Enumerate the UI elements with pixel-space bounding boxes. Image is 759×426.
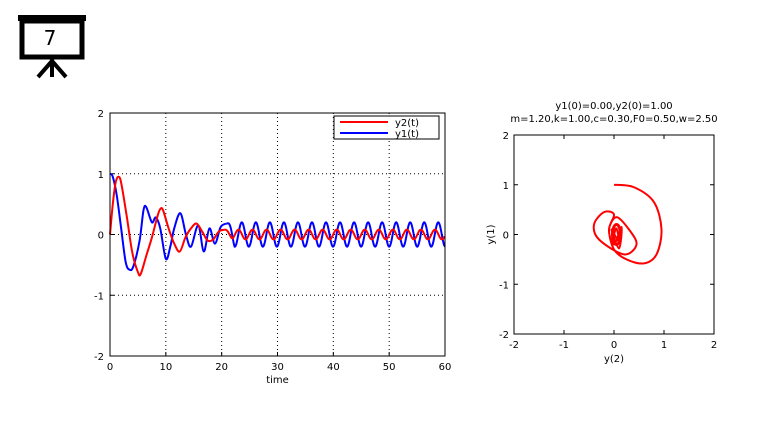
plot-frame [513, 134, 715, 335]
legend-box [333, 115, 440, 140]
x-tick-label: 20 [215, 362, 228, 373]
series-line-y1(t) [109, 172, 227, 272]
y-tick-label: -2 [94, 352, 104, 363]
x-tick-label: 0 [107, 362, 113, 373]
series-line-y2(t) [109, 175, 225, 277]
legend: y2(t)y1(t) [333, 115, 440, 140]
y-tick-label: 1 [98, 170, 104, 181]
y-tick-label: -1 [94, 291, 104, 302]
phase-portrait-plot: y1(0)=0.00,y2(0)=1.00 m=1.20,k=1.00,c=0.3… [486, 101, 718, 365]
x-tick-label: 50 [383, 362, 396, 373]
legend-label: y2(t) [395, 118, 419, 129]
x-tick-label: 0 [611, 340, 617, 351]
x-tick-label: -1 [559, 340, 569, 351]
x-tick-label: 10 [159, 362, 172, 373]
y-tick-label: 2 [503, 131, 509, 142]
x-tick-label: 60 [439, 362, 452, 373]
slide-number: 7 [43, 26, 57, 50]
y-tick-label: -2 [499, 330, 509, 341]
x-tick-label: -2 [509, 340, 519, 351]
x-tick-label: 30 [271, 362, 284, 373]
x-tick-label: 40 [327, 362, 340, 373]
slideshow-icon [18, 15, 86, 79]
x-axis-label: y(2) [604, 354, 624, 365]
y-tick-label: 0 [503, 231, 509, 242]
y-axis-label: y(1) [486, 224, 497, 244]
series-line-y1(t)-steady [226, 221, 446, 248]
x-axis-label: time [266, 375, 289, 386]
legend-label: y1(t) [395, 129, 419, 140]
y-tick-label: -1 [499, 280, 509, 291]
y-tick-label: 0 [98, 231, 104, 242]
x-tick-label: 1 [661, 340, 667, 351]
limit-cycle [611, 223, 622, 246]
y-tick-label: 1 [503, 181, 509, 192]
y-tick-label: 2 [98, 109, 104, 120]
plot-subtitle: m=1.20,k=1.00,c=0.30,F0=0.50,w=2.50 [510, 114, 717, 125]
plot-title: y1(0)=0.00,y2(0)=1.00 [555, 101, 672, 112]
series-line-y2(t)-steady [224, 228, 446, 241]
x-tick-label: 2 [711, 340, 717, 351]
phase-trajectory [592, 183, 663, 265]
plot-frame [109, 112, 446, 357]
